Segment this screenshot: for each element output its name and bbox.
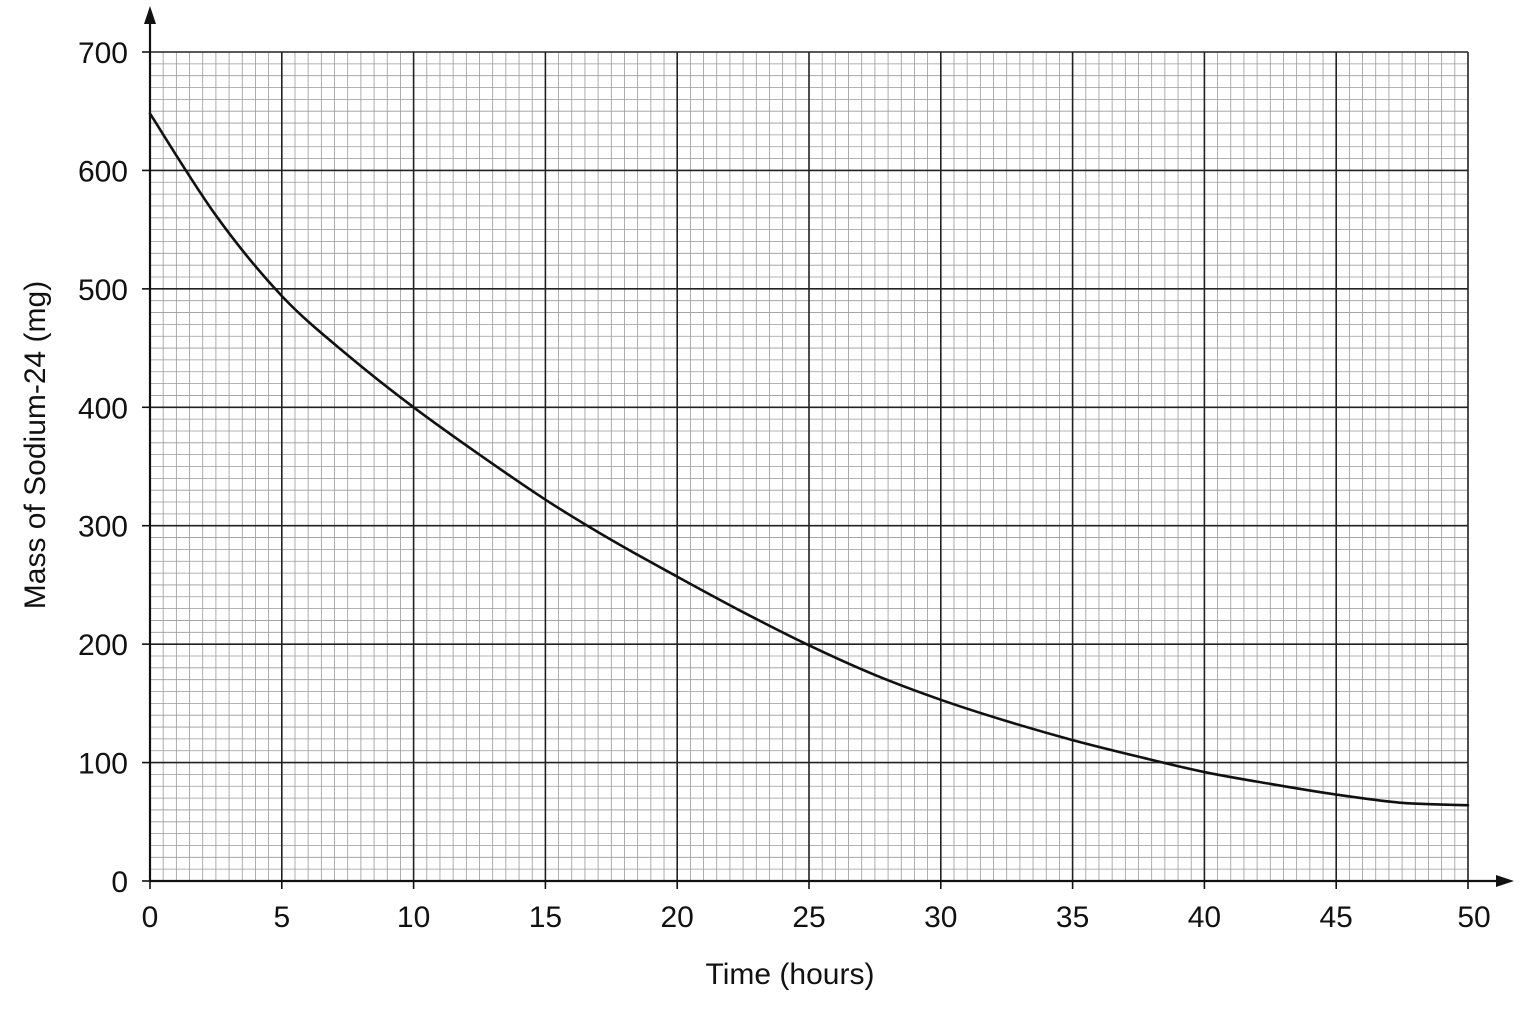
axes bbox=[142, 6, 1514, 889]
y-axis-title: Mass of Sodium-24 (mg) bbox=[19, 281, 52, 609]
decay-curve bbox=[148, 112, 1470, 807]
x-tick-label: 10 bbox=[397, 901, 430, 934]
x-tick-label: 0 bbox=[142, 901, 159, 934]
x-tick-label: 25 bbox=[792, 901, 825, 934]
x-tick-label: 30 bbox=[924, 901, 957, 934]
x-tick-label: 20 bbox=[661, 901, 694, 934]
x-tick-label: 35 bbox=[1056, 901, 1089, 934]
x-tick-labels: 0 5 10 15 20 25 30 35 40 45 50 bbox=[142, 901, 1491, 934]
x-tick-label: 40 bbox=[1188, 901, 1221, 934]
y-tick-label: 100 bbox=[78, 748, 128, 781]
y-tick-label: 300 bbox=[78, 511, 128, 544]
x-tick-label: 5 bbox=[273, 901, 290, 934]
y-tick-label: 200 bbox=[78, 629, 128, 662]
y-tick-label: 600 bbox=[78, 155, 128, 188]
y-tick-label: 700 bbox=[78, 37, 128, 70]
x-tick-label: 45 bbox=[1320, 901, 1353, 934]
y-axis-arrow-icon bbox=[144, 6, 156, 24]
x-axis-arrow-icon bbox=[1496, 875, 1514, 887]
series-layer bbox=[148, 112, 1470, 807]
y-tick-label: 0 bbox=[111, 866, 128, 899]
x-tick-label: 15 bbox=[529, 901, 562, 934]
x-axis-title: Time (hours) bbox=[706, 958, 875, 991]
y-tick-labels: 0 100 200 300 400 500 600 700 bbox=[78, 37, 128, 899]
x-tick-label: 50 bbox=[1457, 901, 1490, 934]
major-grid bbox=[150, 51, 1469, 881]
y-tick-label: 500 bbox=[78, 274, 128, 307]
y-tick-label: 400 bbox=[78, 392, 128, 425]
